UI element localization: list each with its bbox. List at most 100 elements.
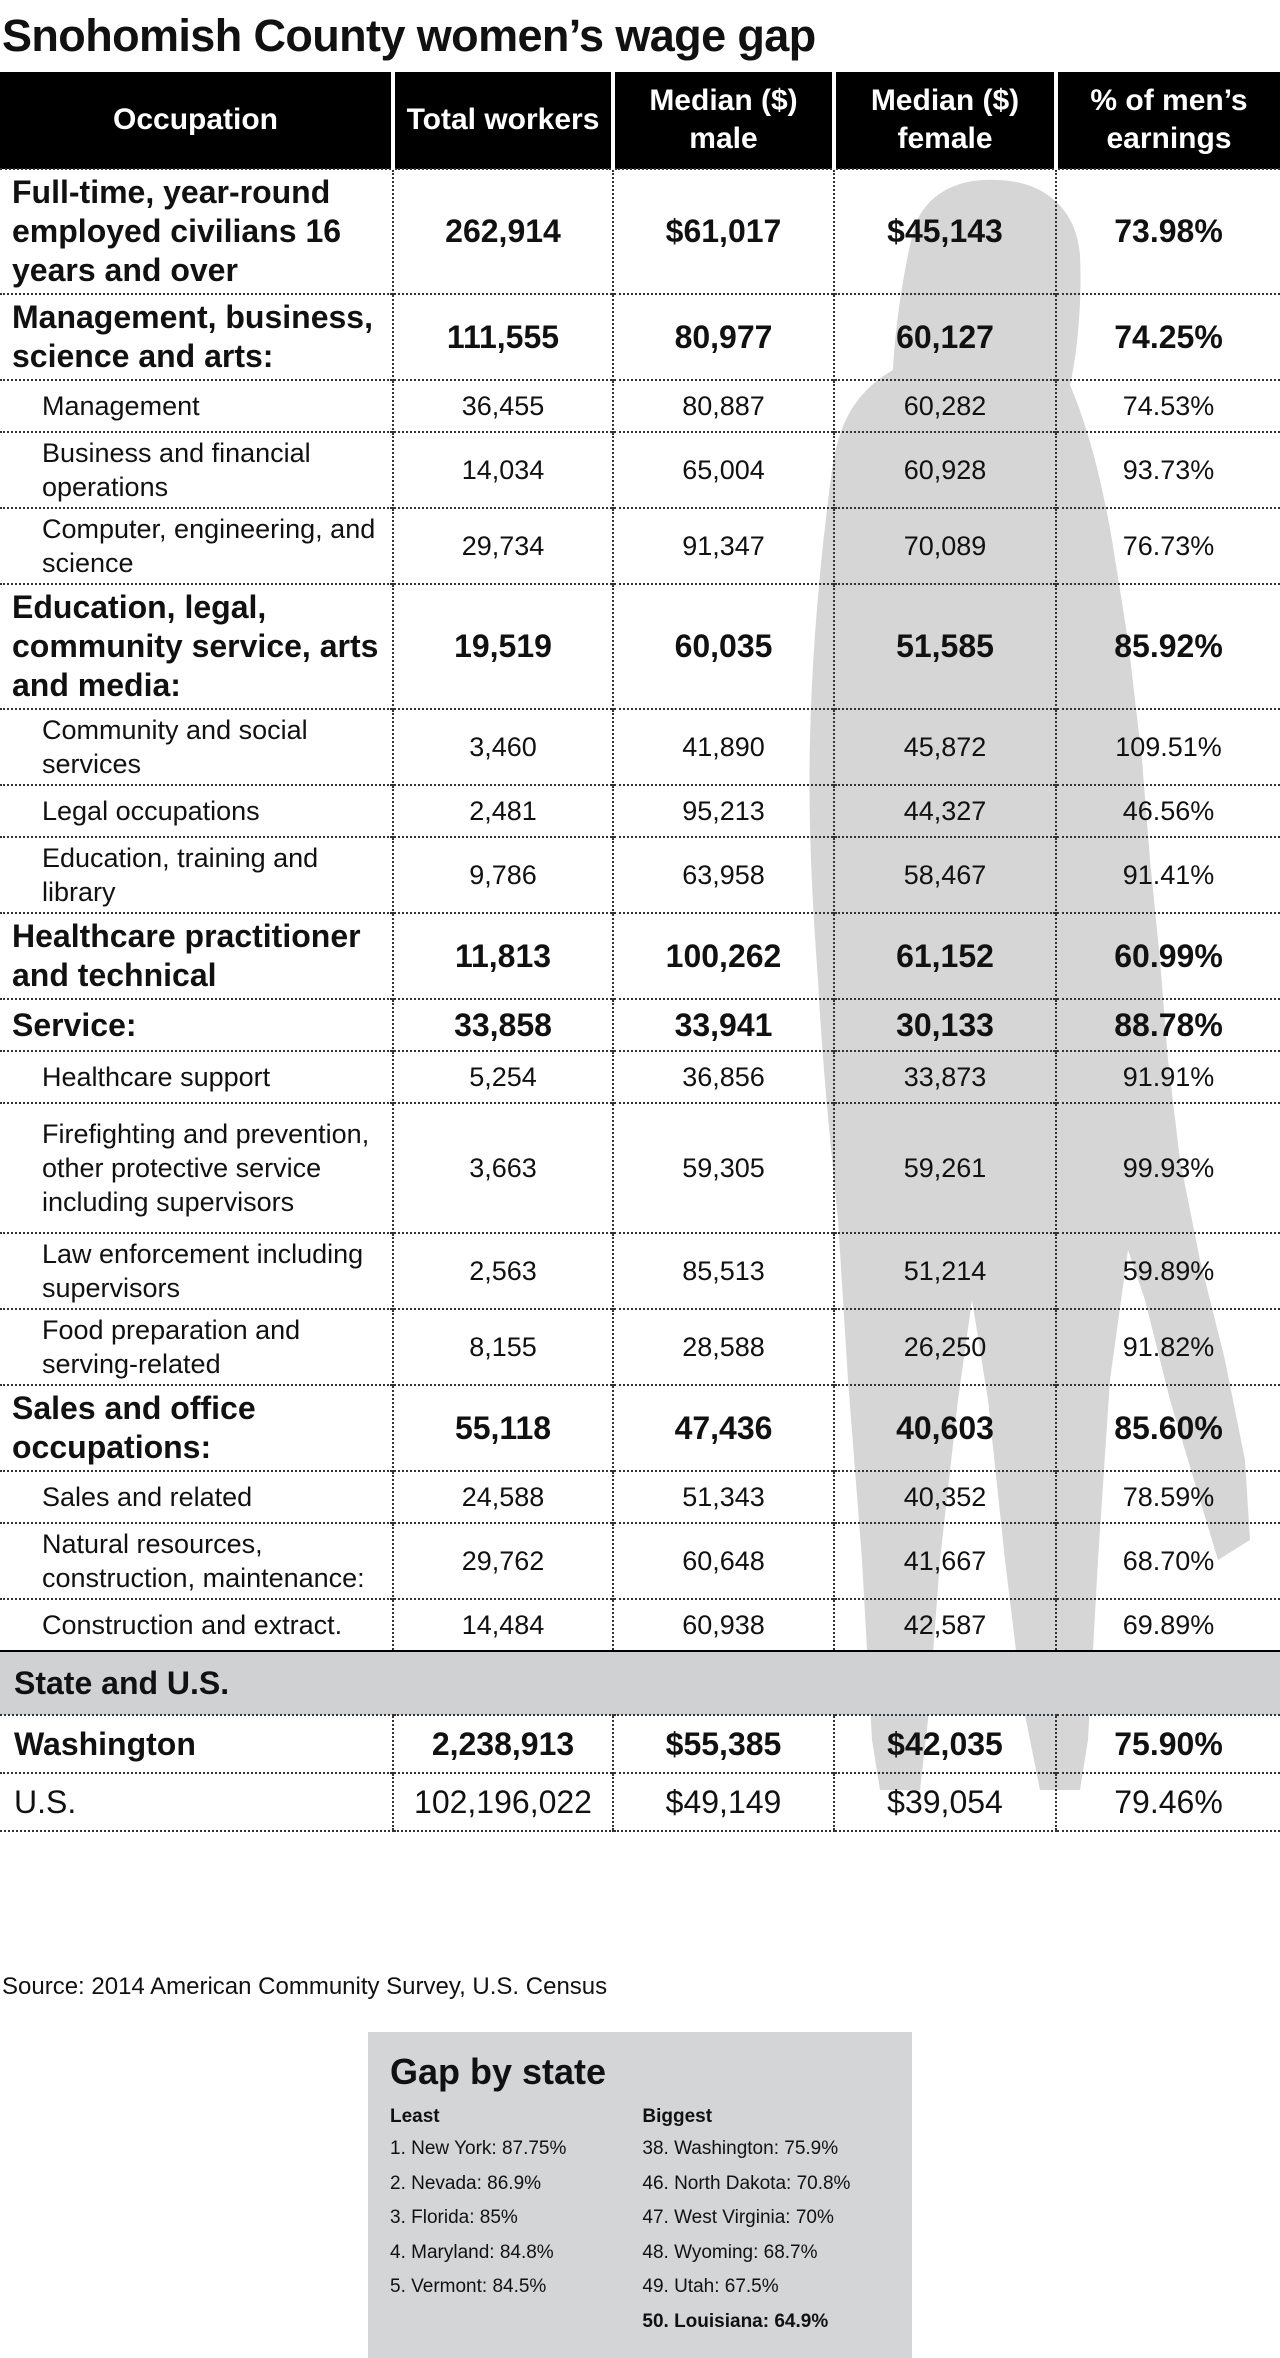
median-male-cell: $49,149	[612, 1772, 834, 1832]
least-gap-item: 1. New York: 87.75%	[390, 2138, 567, 2159]
biggest-gap-item: 47. West Virginia: 70%	[642, 2207, 834, 2229]
table-row: Education, training and library 9,786 63,9…	[0, 836, 1280, 913]
occupation-cell: Business and financial operations	[0, 431, 393, 508]
biggest-gap-column: Biggest 38. Washington: 75.9% 46. North D…	[642, 2102, 890, 2340]
median-male-cell: 65,004	[612, 431, 834, 508]
occupation-cell: Management	[0, 379, 393, 432]
occupation-cell: Sales and office occupations:	[0, 1384, 393, 1471]
median-female-cell: $42,035	[833, 1714, 1056, 1773]
table-row: Community and social services 3,460 41,890…	[0, 708, 1280, 785]
biggest-gap-heading: Biggest	[642, 2106, 713, 2127]
occupation-cell: Legal occupations	[0, 784, 393, 837]
median-female-cell: 42,587	[833, 1598, 1056, 1651]
median-female-cell: 33,873	[833, 1050, 1056, 1103]
table-row: Management, business, science and arts: 1…	[0, 293, 1280, 380]
median-female-cell: 59,261	[833, 1102, 1056, 1233]
median-female-cell: 60,928	[833, 431, 1056, 508]
table-body: Full-time, year-round employed civilians…	[0, 168, 1280, 1832]
occupation-cell: Education, training and library	[0, 836, 393, 913]
median-male-cell: 60,035	[612, 583, 834, 709]
total-workers-cell: 3,663	[392, 1102, 613, 1233]
total-workers-cell: 33,858	[392, 998, 613, 1051]
median-female-cell: 61,152	[833, 912, 1056, 999]
occupation-cell: Food preparation and serving-related	[0, 1308, 393, 1385]
table-row: Legal occupations 2,481 95,213 44,327 46.56%	[0, 784, 1280, 837]
gap-by-state-panel: Gap by state Least 1. New York: 87.75% 2.…	[368, 2032, 912, 2358]
column-header-total-workers: Total workers	[391, 72, 613, 169]
total-workers-cell: 2,238,913	[392, 1714, 613, 1773]
median-male-cell: 28,588	[612, 1308, 834, 1385]
occupation-cell: Management, business, science and arts:	[0, 293, 393, 380]
median-male-cell: $55,385	[612, 1714, 834, 1773]
page-title: Snohomish County women’s wage gap	[2, 10, 816, 61]
occupation-cell: U.S.	[0, 1772, 393, 1832]
median-male-cell: 47,436	[612, 1384, 834, 1471]
total-workers-cell: 29,734	[392, 507, 613, 584]
median-female-cell: 60,127	[833, 293, 1056, 380]
table-row: Law enforcement including supervisors 2,5…	[0, 1232, 1280, 1309]
table-row: Business and financial operations 14,034 6…	[0, 431, 1280, 508]
median-male-cell: 41,890	[612, 708, 834, 785]
median-female-cell: 40,352	[833, 1470, 1056, 1523]
pct-earnings-cell: 79.46%	[1055, 1772, 1280, 1832]
biggest-gap-item: 49. Utah: 67.5%	[642, 2276, 779, 2298]
pct-earnings-cell: 76.73%	[1055, 507, 1280, 584]
median-male-cell: 59,305	[612, 1102, 834, 1233]
occupation-cell: Construction and extract.	[0, 1598, 393, 1651]
biggest-gap-item: 38. Washington: 75.9%	[642, 2138, 839, 2159]
total-workers-cell: 14,484	[392, 1598, 613, 1651]
table-row: Natural resources, construction, mainten…	[0, 1522, 1280, 1599]
total-workers-cell: 2,563	[392, 1232, 613, 1309]
total-workers-cell: 36,455	[392, 379, 613, 432]
occupation-cell: Sales and related	[0, 1470, 393, 1523]
occupation-cell: Community and social services	[0, 708, 393, 785]
occupation-cell: Healthcare practitioner and technical	[0, 912, 393, 999]
table-row: Washington 2,238,913 $55,385 $42,035 75.90%	[0, 1714, 1280, 1773]
table-row: Full-time, year-round employed civilians…	[0, 168, 1280, 294]
median-female-cell: 45,872	[833, 708, 1056, 785]
total-workers-cell: 24,588	[392, 1470, 613, 1523]
occupation-cell: Education, legal, community service, art…	[0, 583, 393, 709]
table-row: Firefighting and prevention, other prote…	[0, 1102, 1280, 1233]
total-workers-cell: 55,118	[392, 1384, 613, 1471]
section-row-state-us: State and U.S.	[0, 1650, 1280, 1715]
pct-earnings-cell: 109.51%	[1055, 708, 1280, 785]
biggest-gap-item: 48. Wyoming: 68.7%	[642, 2241, 818, 2263]
least-gap-column: Least 1. New York: 87.75% 2. Nevada: 86.9…	[390, 2102, 642, 2340]
table-row: Food preparation and serving-related 8,15…	[0, 1308, 1280, 1385]
total-workers-cell: 19,519	[392, 583, 613, 709]
total-workers-cell: 11,813	[392, 912, 613, 999]
pct-earnings-cell: 73.98%	[1055, 168, 1280, 294]
occupation-cell: Service:	[0, 998, 393, 1051]
median-male-cell: 85,513	[612, 1232, 834, 1309]
section-label: State and U.S.	[0, 1650, 1280, 1715]
median-female-cell: 51,585	[833, 583, 1056, 709]
pct-earnings-cell: 99.93%	[1055, 1102, 1280, 1233]
table-header-row: Occupation Total workers Median ($) male…	[0, 72, 1280, 169]
median-female-cell: 40,603	[833, 1384, 1056, 1471]
median-female-cell: 41,667	[833, 1522, 1056, 1599]
median-male-cell: 95,213	[612, 784, 834, 837]
total-workers-cell: 2,481	[392, 784, 613, 837]
column-header-median-female: Median ($) female	[832, 72, 1056, 169]
median-male-cell: 63,958	[612, 836, 834, 913]
least-gap-list: 1. New York: 87.75% 2. Nevada: 86.9% 3. Fl…	[390, 2132, 642, 2305]
pct-earnings-cell: 60.99%	[1055, 912, 1280, 999]
median-male-cell: 60,648	[612, 1522, 834, 1599]
pct-earnings-cell: 74.25%	[1055, 293, 1280, 380]
total-workers-cell: 102,196,022	[392, 1772, 613, 1832]
median-female-cell: 30,133	[833, 998, 1056, 1051]
median-female-cell: 58,467	[833, 836, 1056, 913]
least-gap-item: 4. Maryland: 84.8%	[390, 2241, 554, 2263]
pct-earnings-cell: 59.89%	[1055, 1232, 1280, 1309]
total-workers-cell: 29,762	[392, 1522, 613, 1599]
pct-earnings-cell: 91.82%	[1055, 1308, 1280, 1385]
table-row: Computer, engineering, and science 29,734…	[0, 507, 1280, 584]
median-female-cell: 60,282	[833, 379, 1056, 432]
median-female-cell: $39,054	[833, 1772, 1056, 1832]
pct-earnings-cell: 78.59%	[1055, 1470, 1280, 1523]
table-row: Healthcare practitioner and technical 11,…	[0, 912, 1280, 999]
total-workers-cell: 8,155	[392, 1308, 613, 1385]
pct-earnings-cell: 93.73%	[1055, 431, 1280, 508]
median-male-cell: 51,343	[612, 1470, 834, 1523]
